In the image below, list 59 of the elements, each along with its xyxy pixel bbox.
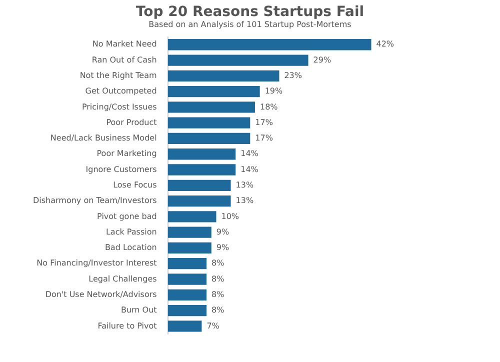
y-tick-label: Get Outcompeted bbox=[85, 86, 157, 96]
data-label: 19% bbox=[264, 86, 284, 96]
y-tick-label: Lose Focus bbox=[113, 180, 157, 190]
data-label: 8% bbox=[212, 306, 225, 315]
bar bbox=[168, 132, 250, 144]
data-label: 7% bbox=[206, 321, 220, 330]
bar bbox=[168, 304, 207, 316]
data-label: 17% bbox=[255, 134, 274, 143]
data-label: 18% bbox=[260, 102, 278, 112]
bar bbox=[168, 86, 260, 98]
y-tick-label: Failure to Pivot bbox=[98, 321, 157, 330]
chart-title: Top 20 Reasons Startups Fail bbox=[134, 4, 366, 20]
chart-subtitle: Based on an Analysis of 101 Startup Post-Mortems bbox=[148, 20, 352, 29]
data-label: 10% bbox=[221, 212, 240, 221]
bar bbox=[168, 148, 236, 160]
bar bbox=[168, 70, 280, 82]
y-tick-label: Legal Challenges bbox=[88, 274, 157, 284]
y-tick-label: No Financing/Investor Interest bbox=[36, 258, 157, 268]
bar bbox=[168, 54, 308, 66]
y-tick-label: Poor Product bbox=[106, 118, 157, 127]
y-tick-label: Ran Out of Cash bbox=[92, 55, 157, 64]
bar bbox=[168, 258, 207, 270]
data-label: 8% bbox=[212, 274, 225, 284]
bar bbox=[168, 102, 255, 113]
data-label: 13% bbox=[236, 196, 254, 206]
bar bbox=[168, 195, 231, 207]
bar bbox=[168, 242, 212, 254]
data-label: 29% bbox=[313, 55, 332, 64]
data-label: 8% bbox=[212, 290, 225, 299]
data-label: 14% bbox=[240, 164, 259, 174]
y-tick-label: No Market Need bbox=[92, 40, 157, 49]
data-label: 13% bbox=[236, 180, 254, 190]
data-label: 14% bbox=[240, 149, 259, 158]
y-tick-label: Pricing/Cost Issues bbox=[82, 102, 157, 112]
data-label: 17% bbox=[255, 118, 274, 127]
data-label: 9% bbox=[216, 243, 230, 252]
bar bbox=[168, 274, 207, 285]
bar bbox=[168, 211, 216, 222]
y-tick-label: Don't Use Network/Advisors bbox=[45, 290, 157, 299]
bar bbox=[168, 180, 231, 191]
y-tick-label: Lack Passion bbox=[106, 227, 157, 236]
y-tick-label: Bad Location bbox=[104, 243, 157, 252]
bar bbox=[168, 320, 202, 332]
y-tick-label: Poor Marketing bbox=[96, 149, 157, 158]
y-tick-label: Not the Right Team bbox=[80, 70, 158, 80]
data-label: 9% bbox=[216, 227, 230, 236]
bar bbox=[168, 226, 212, 238]
data-label: 42% bbox=[376, 40, 394, 49]
y-tick-label: Ignore Customers bbox=[86, 164, 157, 174]
data-label: 8% bbox=[212, 258, 225, 268]
y-tick-label: Disharmony on Team/Investors bbox=[33, 196, 157, 206]
y-tick-label: Need/Lack Business Model bbox=[50, 134, 157, 143]
y-tick-label: Pivot gone bad bbox=[97, 212, 157, 221]
bar bbox=[168, 164, 236, 176]
bar bbox=[168, 39, 372, 50]
y-tick-label: Burn Out bbox=[120, 306, 157, 315]
bar bbox=[168, 289, 207, 300]
bar bbox=[168, 117, 250, 128]
data-label: 23% bbox=[284, 70, 302, 80]
